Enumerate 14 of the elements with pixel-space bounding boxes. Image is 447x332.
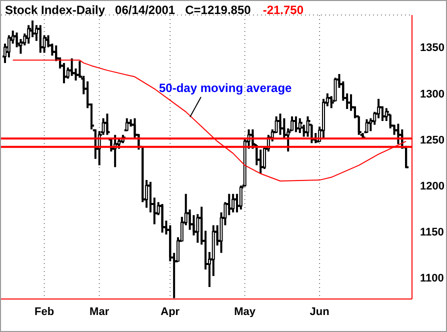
chart-subtitle: -21.750 <box>262 3 304 17</box>
y-tick-label: 1350 <box>420 42 444 54</box>
y-tick-label: 1150 <box>420 226 444 239</box>
x-tick-label: Mar <box>90 306 110 318</box>
y-tick-label: 1200 <box>420 180 444 192</box>
x-tick-label: May <box>234 306 256 318</box>
x-tick-label: Feb <box>34 306 54 318</box>
x-tick-label: Apr <box>160 306 180 318</box>
y-tick-label: 1100 <box>420 272 444 285</box>
y-tick-label: 1250 <box>420 134 444 146</box>
x-tick-label: Jun <box>310 306 330 318</box>
y-tick-label: 1300 <box>420 88 444 100</box>
chart-title: Stock Index-Daily 06/14/2001 C=1219.850 <box>5 3 251 17</box>
annotation: 50-day moving average <box>159 81 292 95</box>
